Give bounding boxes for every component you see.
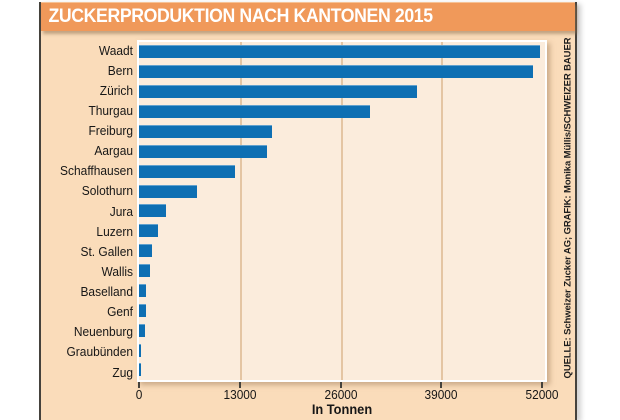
category-label: Zug xyxy=(112,364,133,380)
bar-row xyxy=(139,161,545,181)
grid-line xyxy=(340,42,343,380)
bar-zug xyxy=(139,363,141,377)
plot-rows xyxy=(139,42,545,380)
bar-baselland xyxy=(139,283,146,297)
plot-area xyxy=(137,40,547,382)
category-label: Genf xyxy=(107,304,133,320)
bar-waadt xyxy=(139,45,540,59)
x-tick-mark xyxy=(238,382,241,388)
category-label: Schaffhausen xyxy=(60,163,133,179)
x-tick-label: 26000 xyxy=(323,388,358,402)
bar-row xyxy=(139,360,545,380)
category-label: Bern xyxy=(107,62,133,78)
category-label: Wallis xyxy=(101,263,133,279)
x-tick-label: 52000 xyxy=(525,388,559,402)
category-label: Neuenburg xyxy=(73,324,133,340)
category-label: Aargau xyxy=(94,143,133,159)
bar-row xyxy=(139,281,545,301)
x-axis-title: In Tonnen xyxy=(311,402,373,417)
bar-row xyxy=(139,102,545,122)
bar-row xyxy=(139,62,545,82)
bar-luzern xyxy=(139,224,159,238)
bar-bern xyxy=(139,65,534,79)
bar-row xyxy=(139,82,545,102)
bar-row xyxy=(139,122,545,142)
x-tick-mark xyxy=(541,382,543,388)
category-label: Thurgau xyxy=(88,102,133,118)
bar-row xyxy=(139,241,545,261)
x-tick-label: 13000 xyxy=(223,388,257,402)
chart-header: ZUCKERPRODUKTION NACH KANTONEN 2015 xyxy=(41,2,575,31)
category-label: Baselland xyxy=(80,284,133,300)
bar-schaffhausen xyxy=(139,164,236,178)
x-tick-mark xyxy=(440,382,443,388)
category-label: Zürich xyxy=(99,82,133,98)
bar-aargau xyxy=(139,144,267,158)
bar-row xyxy=(139,261,545,281)
bar-row xyxy=(139,300,545,320)
chart-title: ZUCKERPRODUKTION NACH KANTONEN 2015 xyxy=(48,6,433,27)
bar-row xyxy=(139,340,545,360)
x-tick-label: 39000 xyxy=(424,388,458,402)
x-tick-label: 0 xyxy=(135,388,143,402)
source-credit: QUELLE: Schweizer Zucker AG; GRAFIK: Mon… xyxy=(562,37,574,379)
bar-genf xyxy=(139,303,146,317)
bar-solothurn xyxy=(139,184,198,198)
category-label: Solothurn xyxy=(81,183,133,199)
x-tick-mark xyxy=(138,382,140,388)
category-label: Jura xyxy=(109,203,133,219)
category-label: Freiburg xyxy=(88,123,133,139)
grid-line xyxy=(441,42,444,380)
bar-row xyxy=(139,181,545,201)
bar-row xyxy=(139,141,545,161)
category-label: Luzern xyxy=(96,223,133,239)
bar-graubünden xyxy=(139,343,142,357)
bar-row xyxy=(139,320,545,340)
bar-st.-gallen xyxy=(139,244,153,258)
bar-row xyxy=(139,42,545,62)
bar-jura xyxy=(139,204,167,218)
bar-row xyxy=(139,201,545,221)
bar-neuenburg xyxy=(139,323,146,337)
bar-thurgau xyxy=(139,105,370,119)
bar-wallis xyxy=(139,264,150,278)
x-tick-mark xyxy=(339,382,342,388)
bar-row xyxy=(139,221,545,241)
bar-rows xyxy=(139,42,545,380)
category-label: Waadt xyxy=(98,42,133,58)
grid-line xyxy=(239,42,242,380)
category-axis: Waadt Bern Zürich Thurgau Freiburg Aargau Scha… xyxy=(40,40,133,382)
bar-zürich xyxy=(139,85,418,99)
bar-freiburg xyxy=(139,124,273,138)
category-label: Graubünden xyxy=(66,344,133,360)
category-label: St. Gallen xyxy=(80,243,133,259)
